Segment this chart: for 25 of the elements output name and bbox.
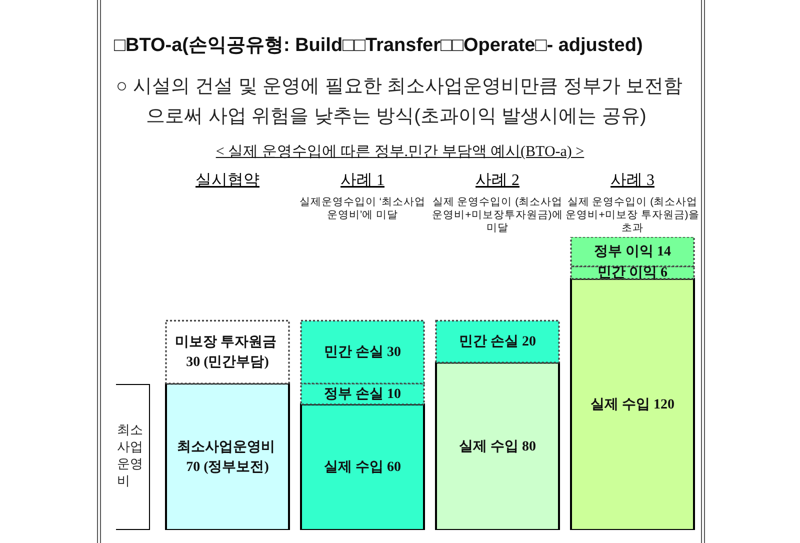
data-label: 정부 이익 14 xyxy=(594,244,671,260)
text: 최소사업운영비 xyxy=(117,420,144,489)
data-label: 민간 손실 20 xyxy=(459,334,536,350)
text: < 실제 운영수입에 따른 정부.민간 부담액 예시(BTO-a) > xyxy=(214,143,586,161)
x-tick-label: 실시협약 xyxy=(196,172,260,189)
bar xyxy=(435,320,560,364)
data-label: 최소사업운영비 70 (정부보전) xyxy=(176,439,278,474)
data-label: 실제 수입 80 xyxy=(459,438,536,454)
text: 실제 운영수입이 (최소사업운영비+미보장투자원금)에 미달 xyxy=(431,196,564,235)
x-tick-label: 사례 2 xyxy=(476,172,520,189)
bar xyxy=(570,278,695,530)
data-label: 민간 손실 30 xyxy=(324,344,401,360)
x-tick-label: 사례 3 xyxy=(610,172,654,189)
bar xyxy=(435,362,560,530)
data-label: 실제 수입 120 xyxy=(590,396,674,412)
text: 실제운영수입이 ‘최소사업운영비’에 미달 xyxy=(298,196,427,222)
text: 실제 운영수입이 (최소사업운영비+미보장 투자원금)을 초과 xyxy=(564,196,700,235)
data-label: 미보장 투자원금 30 (민간부담) xyxy=(175,334,280,370)
x-tick-label: 사례 1 xyxy=(340,172,384,189)
data-label: 실제 수입 60 xyxy=(324,460,401,475)
chart-subtitle: ○ 시설의 건설 및 운영에 필요한 최소사업운영비만큼 정부가 보전함으로써 사업 위험을 낮추는 방식(초과이익 발생시에는 공유) xyxy=(116,75,684,129)
bar xyxy=(165,382,290,530)
data-label: 민간 이익 6 xyxy=(598,265,668,280)
data-label: 정부 손실 10 xyxy=(324,386,401,402)
chart-title: □BTO-a(손익공유형: Build□□Transfer□□Operate□- adjusted) xyxy=(114,34,643,58)
